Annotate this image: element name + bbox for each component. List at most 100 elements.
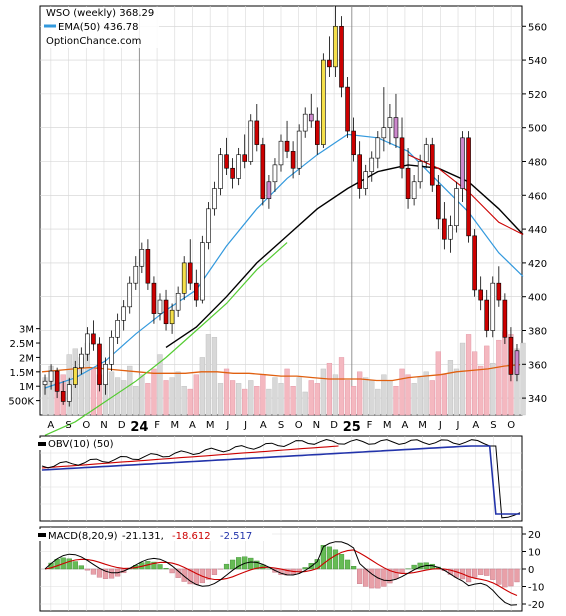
x-tick-label: N xyxy=(100,420,107,431)
price-tick-label: 420 xyxy=(528,259,547,270)
candle-body xyxy=(79,353,84,368)
volume-bar xyxy=(447,360,454,416)
volume-bar xyxy=(326,362,333,416)
volume-tick-label: 1.5M xyxy=(9,368,34,379)
volume-bars xyxy=(41,331,526,416)
candle-body xyxy=(272,164,278,183)
price-tick-label: 440 xyxy=(528,225,547,236)
x-tick-label: D xyxy=(118,420,126,431)
volume-bar xyxy=(472,351,478,416)
volume-bar xyxy=(127,365,133,416)
price-tick-label: 460 xyxy=(528,191,547,202)
candle-body xyxy=(508,336,514,375)
volume-bar xyxy=(115,377,121,416)
candle-body xyxy=(163,299,169,325)
candle-body xyxy=(448,225,453,240)
volume-bar xyxy=(375,388,381,416)
macd-histogram-bar xyxy=(248,557,254,570)
volume-bar xyxy=(405,374,411,416)
candle-body xyxy=(133,265,139,284)
candle-body xyxy=(175,293,181,311)
candle-body xyxy=(381,127,387,139)
macd-signal-value: -18.612 xyxy=(172,531,211,542)
volume-bar xyxy=(151,368,157,416)
volume-bar xyxy=(357,371,363,416)
candle-body xyxy=(91,333,96,345)
volume-bar xyxy=(145,383,151,416)
x-tick-label: A xyxy=(260,420,267,431)
volume-bar xyxy=(399,368,405,416)
candle-body xyxy=(405,167,411,199)
x-tick-label: F xyxy=(367,420,373,431)
x-tick-label: O xyxy=(82,420,90,431)
x-tick-label: 24 xyxy=(130,420,148,435)
x-tick-label: M xyxy=(206,420,215,431)
macd-histogram-bar xyxy=(181,568,187,582)
volume-bar xyxy=(121,380,127,416)
macd-histogram-bar xyxy=(381,568,387,587)
candle-body xyxy=(369,157,375,172)
candle-body xyxy=(417,161,423,183)
macd-hist-value: -2.517 xyxy=(220,531,252,542)
candle-body xyxy=(206,208,211,243)
candle-body xyxy=(290,151,296,169)
candle-body xyxy=(97,343,102,385)
x-tick-label: M xyxy=(418,420,427,431)
volume-tick-label: 1M xyxy=(19,382,34,393)
x-tick-label: A xyxy=(402,420,409,431)
macd-histogram-bar xyxy=(484,568,490,576)
volume-bar xyxy=(314,383,320,416)
x-tick-label: A xyxy=(472,420,479,431)
volume-bar xyxy=(223,368,230,416)
candle-body xyxy=(339,25,344,88)
x-tick-label: J xyxy=(456,420,460,431)
volume-bar xyxy=(496,339,502,416)
volume-bar xyxy=(465,334,472,416)
candle-body xyxy=(423,144,429,162)
volume-bar xyxy=(320,368,326,416)
candle-body xyxy=(139,249,145,267)
x-tick-label: M xyxy=(170,420,179,431)
volume-bar xyxy=(490,362,496,416)
obv-lines xyxy=(41,438,521,519)
obv-long-line xyxy=(41,445,520,515)
x-axis-labels: A S O N D 24 F M A M J J A S O N D 25 F M A M J J A S O xyxy=(47,420,515,435)
volume-bar xyxy=(369,380,375,416)
macd-histogram-bar xyxy=(332,549,339,570)
volume-bar xyxy=(211,337,218,416)
candle-body xyxy=(193,282,199,301)
volume-bar xyxy=(236,383,242,416)
x-tick-label: A xyxy=(47,420,54,431)
macd-histogram-bar xyxy=(453,568,460,578)
volume-bar xyxy=(459,342,466,416)
candle-body xyxy=(478,289,483,301)
macd-histogram-bar xyxy=(108,568,115,579)
macd-histogram-bar xyxy=(163,568,169,570)
candle-body xyxy=(387,117,393,128)
candle-body xyxy=(224,154,229,169)
candle-body xyxy=(345,86,350,132)
macd-axis: 20 10 0 -10 -20 xyxy=(522,530,544,611)
macd-histogram-bar xyxy=(175,568,181,578)
macd-histogram-bar xyxy=(387,568,393,584)
candle-body xyxy=(411,181,417,199)
candle-body xyxy=(278,140,284,166)
macd-histogram-bar xyxy=(96,568,103,578)
volume-bar xyxy=(520,342,526,416)
volume-bar xyxy=(387,380,393,416)
macd-signal-line xyxy=(44,549,518,597)
candle-body xyxy=(109,336,114,365)
price-tick-label: 400 xyxy=(528,293,547,304)
macd-histogram-bar xyxy=(78,565,84,570)
candle-body xyxy=(115,320,120,338)
volume-bar xyxy=(344,380,351,416)
price-tick-label: 560 xyxy=(528,22,547,33)
candle-body xyxy=(212,188,217,210)
candle-body xyxy=(302,113,308,132)
x-tick-label: O xyxy=(295,420,303,431)
macd-histogram-bar xyxy=(363,568,369,587)
volume-bar xyxy=(272,377,278,416)
macd-histogram-bar xyxy=(205,568,212,580)
candle-body xyxy=(399,137,405,169)
candle-body xyxy=(315,120,320,145)
